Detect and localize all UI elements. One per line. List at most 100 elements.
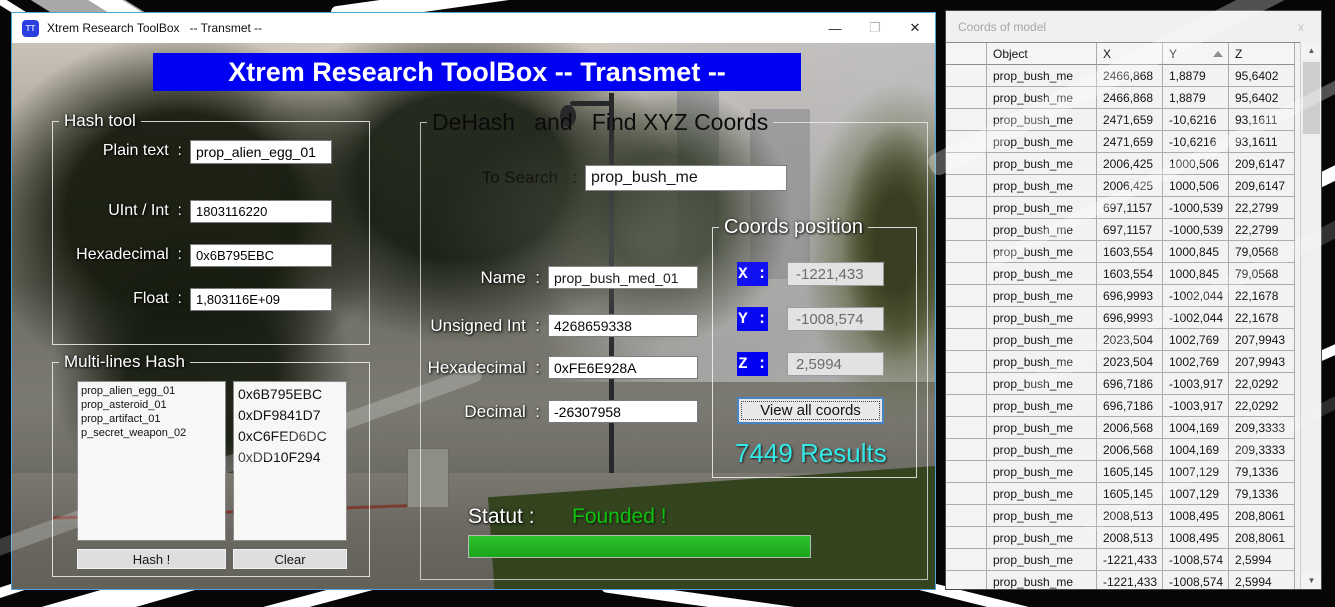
table-row[interactable]: prop_bush_me 2023,504 1002,769 207,9943 <box>946 329 1300 351</box>
title-bar: TT Xtrem Research ToolBox -- Transmet --… <box>12 13 935 43</box>
table-cell-y: 1002,769 <box>1163 351 1229 373</box>
table-row[interactable]: prop_bush_me 2008,513 1008,495 208,8061 <box>946 527 1300 549</box>
clear-button[interactable]: Clear <box>233 549 347 569</box>
table-cell-object: prop_bush_me <box>987 395 1097 417</box>
table-cell-x: 1605,145 <box>1097 461 1163 483</box>
table-cell-rowhead <box>946 351 987 373</box>
table-row[interactable]: prop_bush_me 2023,504 1002,769 207,9943 <box>946 351 1300 373</box>
unsigned-int-input[interactable]: 4268659338 <box>548 314 698 337</box>
table-cell-z: 2,5994 <box>1229 571 1295 589</box>
progress-bar <box>468 535 811 558</box>
table-row[interactable]: prop_bush_me 2006,425 1000,506 209,6147 <box>946 153 1300 175</box>
decimal-input[interactable]: -26307958 <box>548 400 698 423</box>
header-cell-object[interactable]: Object <box>987 43 1097 65</box>
table-cell-object: prop_bush_me <box>987 527 1097 549</box>
app-icon: TT <box>22 19 39 37</box>
list-line: 0x6B795EBC <box>238 386 323 402</box>
table-row[interactable]: prop_bush_me 1605,145 1007,129 79,1336 <box>946 483 1300 505</box>
table-cell-rowhead <box>946 219 987 241</box>
table-cell-object: prop_bush_me <box>987 109 1097 131</box>
table-cell-y: 1007,129 <box>1163 461 1229 483</box>
table-cell-x: -1221,433 <box>1097 571 1163 589</box>
table-cell-object: prop_bush_me <box>987 483 1097 505</box>
multiline-output-box[interactable]: 0x6B795EBC 0xDF9841D7 0xC6FED6DC 0xDD10F294 <box>233 381 347 541</box>
name-input[interactable]: prop_bush_med_01 <box>548 266 698 289</box>
table-row[interactable]: prop_bush_me -1221,433 -1008,574 2,5994 <box>946 549 1300 571</box>
table-cell-z: 209,3333 <box>1229 439 1295 461</box>
table-cell-rowhead <box>946 241 987 263</box>
plain-text-input[interactable]: prop_alien_egg_01 <box>190 140 332 164</box>
table-cell-y: -1000,539 <box>1163 219 1229 241</box>
table-row[interactable]: prop_bush_me 696,7186 -1003,917 22,0292 <box>946 395 1300 417</box>
table-cell-y: -1002,044 <box>1163 307 1229 329</box>
to-search-input[interactable]: prop_bush_me <box>585 165 787 191</box>
table-cell-z: 207,9943 <box>1229 329 1295 351</box>
table-row[interactable]: prop_bush_me 1603,554 1000,845 79,0568 <box>946 241 1300 263</box>
header-cell-x[interactable]: X <box>1097 43 1163 65</box>
table-cell-x: 2006,568 <box>1097 439 1163 461</box>
hexadecimal-input[interactable]: 0x6B795EBC <box>190 244 332 267</box>
float-input[interactable]: 1,803116E+09 <box>190 288 332 311</box>
float-label: Float : <box>133 290 182 307</box>
header-cell-z[interactable]: Z <box>1229 43 1295 65</box>
hash-button[interactable]: Hash ! <box>77 549 226 569</box>
view-all-coords-button[interactable]: View all coords <box>737 397 884 424</box>
dehash-hexadecimal-input[interactable]: 0xFE6E928A <box>548 356 698 379</box>
scroll-down-icon[interactable]: ▼ <box>1301 572 1321 589</box>
list-line: prop_artifact_01 <box>81 413 161 425</box>
table-row[interactable]: prop_bush_me 2466,868 1,8879 95,6402 <box>946 87 1300 109</box>
hash-tool-legend: Hash tool <box>64 111 136 130</box>
uint-int-input[interactable]: 1803116220 <box>190 200 332 223</box>
table-row[interactable]: prop_bush_me 697,1157 -1000,539 22,2799 <box>946 197 1300 219</box>
table-cell-object: prop_bush_me <box>987 197 1097 219</box>
table-row[interactable]: prop_bush_me -1221,433 -1008,574 2,5994 <box>946 571 1300 589</box>
header-cell-y[interactable]: Y <box>1163 43 1229 65</box>
table-row[interactable]: prop_bush_me 696,9993 -1002,044 22,1678 <box>946 307 1300 329</box>
table-cell-y: -1002,044 <box>1163 285 1229 307</box>
table-cell-rowhead <box>946 285 987 307</box>
table-row[interactable]: prop_bush_me 2471,659 -10,6216 93,1611 <box>946 131 1300 153</box>
scroll-up-icon[interactable]: ▲ <box>1301 42 1321 59</box>
table-cell-z: 22,2799 <box>1229 219 1295 241</box>
scrollbar-thumb[interactable] <box>1303 62 1320 134</box>
z-axis-label: Z : <box>737 352 768 376</box>
table-cell-z: 79,1336 <box>1229 461 1295 483</box>
table-row[interactable]: prop_bush_me 2006,568 1004,169 209,3333 <box>946 417 1300 439</box>
table-cell-y: -10,6216 <box>1163 131 1229 153</box>
header-cell-rowselector[interactable] <box>946 43 987 65</box>
table-row[interactable]: prop_bush_me 696,9993 -1002,044 22,1678 <box>946 285 1300 307</box>
table-cell-x: -1221,433 <box>1097 549 1163 571</box>
multilines-hash-group: Multi-lines Hash <box>52 352 370 577</box>
table-cell-x: 2008,513 <box>1097 505 1163 527</box>
table-row[interactable]: prop_bush_me 2006,425 1000,506 209,6147 <box>946 175 1300 197</box>
vertical-scrollbar[interactable]: ▲ ▼ <box>1300 42 1321 589</box>
minimize-button[interactable]: — <box>828 20 842 36</box>
table-cell-rowhead <box>946 329 987 351</box>
table-cell-x: 2471,659 <box>1097 131 1163 153</box>
multiline-input-box[interactable]: prop_alien_egg_01 prop_asteroid_01 prop_ar… <box>77 381 226 541</box>
table-row[interactable]: prop_bush_me 1603,554 1000,845 79,0568 <box>946 263 1300 285</box>
table-row[interactable]: prop_bush_me 2008,513 1008,495 208,8061 <box>946 505 1300 527</box>
list-line: 0xDF9841D7 <box>238 407 321 423</box>
table-row[interactable]: prop_bush_me 2471,659 -10,6216 93,1611 <box>946 109 1300 131</box>
panel-close-button[interactable]: x <box>1298 19 1304 34</box>
table-row[interactable]: prop_bush_me 2466,868 1,8879 95,6402 <box>946 65 1300 87</box>
close-button[interactable]: ✕ <box>909 20 921 35</box>
table-cell-x: 2466,868 <box>1097 65 1163 87</box>
table-cell-y: -10,6216 <box>1163 109 1229 131</box>
table-cell-z: 208,8061 <box>1229 527 1295 549</box>
results-count: 7449 Results <box>735 438 887 468</box>
table-cell-z: 95,6402 <box>1229 87 1295 109</box>
coords-position-group: Coords position <box>712 216 917 478</box>
table-cell-x: 2008,513 <box>1097 527 1163 549</box>
table-cell-y: -1008,574 <box>1163 549 1229 571</box>
table-row[interactable]: prop_bush_me 2006,568 1004,169 209,3333 <box>946 439 1300 461</box>
table-cell-y: 1007,129 <box>1163 483 1229 505</box>
table-row[interactable]: prop_bush_me 697,1157 -1000,539 22,2799 <box>946 219 1300 241</box>
table-cell-object: prop_bush_me <box>987 329 1097 351</box>
table-row[interactable]: prop_bush_me 696,7186 -1003,917 22,0292 <box>946 373 1300 395</box>
table-cell-z: 207,9943 <box>1229 351 1295 373</box>
table-cell-x: 2006,425 <box>1097 175 1163 197</box>
table-row[interactable]: prop_bush_me 1605,145 1007,129 79,1336 <box>946 461 1300 483</box>
table-cell-object: prop_bush_me <box>987 373 1097 395</box>
